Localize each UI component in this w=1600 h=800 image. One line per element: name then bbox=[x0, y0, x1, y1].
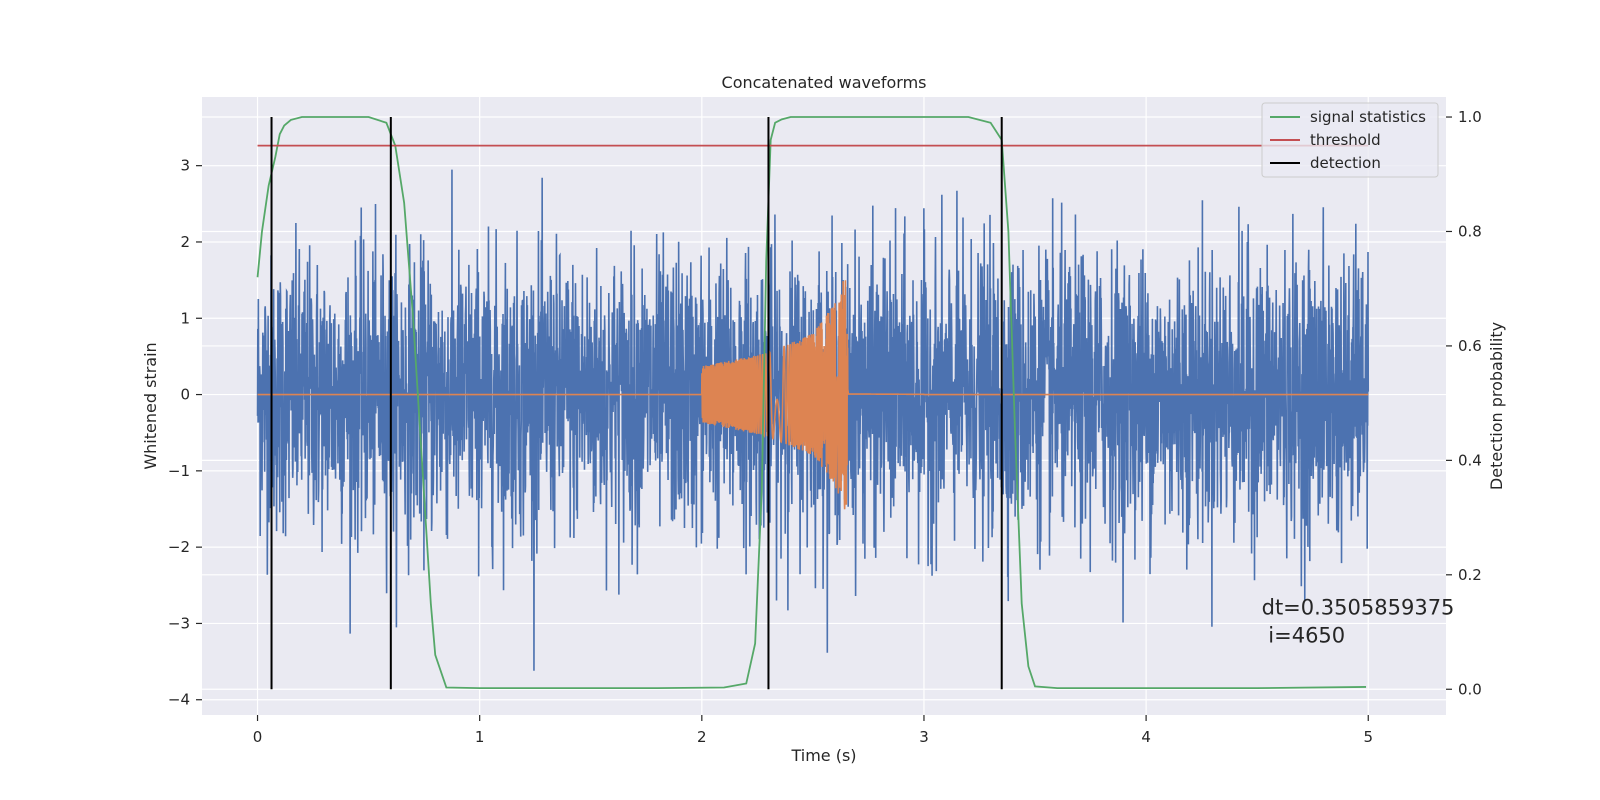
y-tick-label: 2 bbox=[180, 233, 190, 251]
template-series bbox=[257, 280, 1369, 510]
legend-box bbox=[1261, 102, 1439, 178]
y-tick-label: −3 bbox=[168, 614, 190, 632]
legend-label: detection bbox=[1310, 154, 1381, 172]
annotation-index: i=4650 bbox=[1262, 623, 1346, 647]
y-tick-label-right: 0.8 bbox=[1458, 222, 1482, 240]
y-tick-label: −2 bbox=[168, 538, 190, 556]
y-tick-label-right: 0.2 bbox=[1458, 566, 1482, 584]
y-tick-label: −4 bbox=[168, 691, 190, 709]
series-layer bbox=[256, 116, 1370, 690]
y-tick-label-right: 0.4 bbox=[1458, 451, 1482, 469]
x-axis-title: Time (s) bbox=[790, 746, 856, 765]
y-tick-label: 3 bbox=[180, 157, 190, 175]
y-tick-label: 0 bbox=[180, 386, 190, 404]
legend: signal statistics threshold detection bbox=[1261, 102, 1439, 178]
legend-label: signal statistics bbox=[1310, 108, 1426, 126]
y-tick-label-right: 1.0 bbox=[1458, 108, 1482, 126]
x-tick-label: 0 bbox=[253, 728, 263, 746]
x-tick-label: 1 bbox=[475, 728, 485, 746]
y-tick-label-right: 0.0 bbox=[1458, 680, 1482, 698]
y-tick-label: −1 bbox=[168, 462, 190, 480]
y-tick-label: 1 bbox=[180, 309, 190, 327]
x-tick-label: 3 bbox=[919, 728, 929, 746]
x-tick-label: 2 bbox=[697, 728, 707, 746]
legend-label: threshold bbox=[1310, 131, 1381, 149]
x-tick-label: 4 bbox=[1141, 728, 1151, 746]
x-tick-label: 5 bbox=[1363, 728, 1373, 746]
chart-title: Concatenated waveforms bbox=[722, 73, 927, 92]
signal-statistics-line bbox=[256, 116, 1367, 690]
y-axis-title: Whitened strain bbox=[141, 342, 160, 469]
y-tick-label-right: 0.6 bbox=[1458, 337, 1482, 355]
axes-layer: 0 1 2 3 4 5 −4 −3 −2 −1 0 1 2 3 0.0 0.2 0.4 0.6 0.8 1.0 bbox=[168, 108, 1482, 746]
annotation-dt: dt=0.3505859375 bbox=[1262, 595, 1455, 619]
y-axis-title-right: Detection probability bbox=[1487, 322, 1506, 490]
